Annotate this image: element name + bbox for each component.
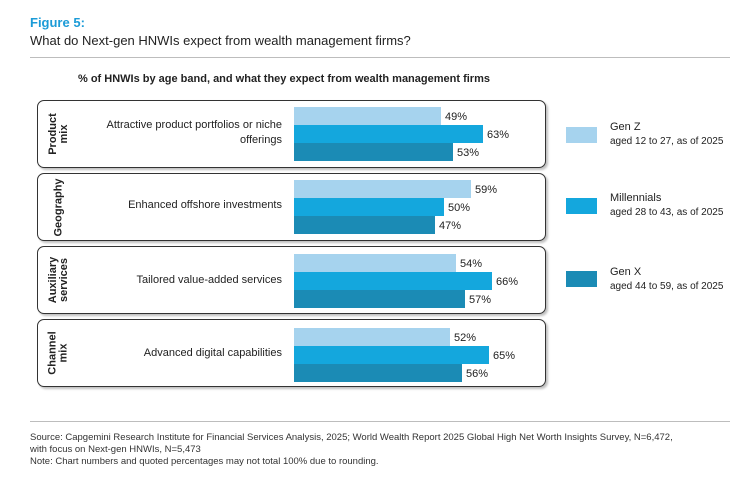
value-label-millennials-4: 65% xyxy=(493,350,515,362)
figure-label: Figure 5: xyxy=(30,15,85,30)
bar-millennials-2 xyxy=(294,198,444,216)
chart-title: % of HNWIs by age band, and what they ex… xyxy=(78,73,490,85)
bottom-divider xyxy=(30,421,730,422)
category-label-digital-capabilities: Advanced digital capabilities xyxy=(143,347,282,359)
legend-name-gen-z: Gen Z xyxy=(610,121,641,133)
value-label-gen-x-2: 47% xyxy=(439,220,461,232)
legend-swatch-millennials xyxy=(566,198,597,214)
value-label-gen-x-3: 57% xyxy=(469,294,491,306)
legend-name-gen-x: Gen X xyxy=(610,266,642,278)
bar-gen-z-3 xyxy=(294,254,456,272)
figure-title: What do Next-gen HNWIs expect from wealt… xyxy=(30,33,411,48)
bar-gen-z-2 xyxy=(294,180,471,198)
bar-gen-x-3 xyxy=(294,290,465,308)
legend-desc-gen-x: aged 44 to 59, as of 2025 xyxy=(610,281,724,292)
top-divider xyxy=(30,57,730,58)
value-label-gen-z-4: 52% xyxy=(454,332,476,344)
category-label-offshore-investments: Enhanced offshore investments xyxy=(128,199,282,211)
bar-gen-z-4 xyxy=(294,328,450,346)
value-label-gen-z-3: 54% xyxy=(460,258,482,270)
value-label-gen-z-2: 59% xyxy=(475,184,497,196)
legend-name-millennials: Millennials xyxy=(610,192,662,204)
category-label-product-portfolios: Attractive product portfolios or niche o… xyxy=(106,119,282,146)
legend-desc-millennials: aged 28 to 43, as of 2025 xyxy=(610,207,724,218)
bar-gen-z-1 xyxy=(294,107,441,125)
bar-millennials-4 xyxy=(294,346,489,364)
value-label-millennials-3: 66% xyxy=(496,276,518,288)
source-line: Source: Capgemini Research Institute for… xyxy=(30,432,673,443)
legend-desc-gen-z: aged 12 to 27, as of 2025 xyxy=(610,136,724,147)
category-label-value-added-services: Tailored value-added services xyxy=(136,274,282,286)
bar-gen-x-1 xyxy=(294,143,453,161)
value-label-gen-z-1: 49% xyxy=(445,111,467,123)
value-label-gen-x-4: 56% xyxy=(466,368,488,380)
note-line: Note: Chart numbers and quoted percentag… xyxy=(30,456,379,467)
legend-swatch-gen-x xyxy=(566,271,597,287)
value-label-millennials-2: 50% xyxy=(448,202,470,214)
bar-millennials-3 xyxy=(294,272,492,290)
bar-gen-x-2 xyxy=(294,216,435,234)
legend-swatch-gen-z xyxy=(566,127,597,143)
bar-millennials-1 xyxy=(294,125,483,143)
value-label-millennials-1: 63% xyxy=(487,129,509,141)
value-label-gen-x-1: 53% xyxy=(457,147,479,159)
source-note: Source: Capgemini Research Institute for… xyxy=(30,432,735,468)
bar-gen-x-4 xyxy=(294,364,462,382)
source-line: with focus on Next-gen HNWIs, N=5,473 xyxy=(30,444,201,455)
